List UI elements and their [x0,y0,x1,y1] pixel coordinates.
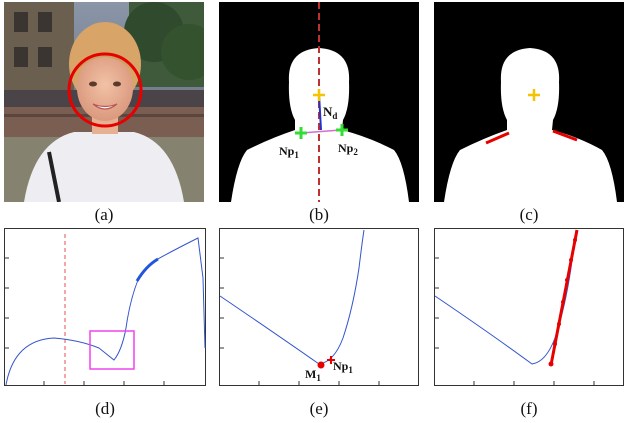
caption-b: (b) [309,205,329,224]
caption-e: (e) [309,399,329,418]
silhouette-panel-b: Nd Np1 Np2 [219,2,419,202]
highlighted-segment [135,257,159,282]
centroid-marker-yellow [313,89,325,101]
profile-plot-d [4,228,206,386]
label-nd: Nd [323,104,337,121]
zoom-plot-e: M1 Np1 [219,228,419,386]
zoom-curve [219,229,365,365]
point-m1 [317,361,325,369]
photo-panel-a [4,2,204,202]
fitted-points [548,238,577,367]
caption-d: (d) [95,399,115,418]
label-np2: Np2 [338,141,358,157]
caption-f: (f) [520,399,538,418]
label-m1: M1 [305,367,321,383]
caption-c: (c) [519,205,539,224]
neck-point-2-marker [336,124,348,136]
label-np1-e: Np1 [333,359,353,375]
centroid-marker-yellow [528,89,540,101]
fit-plot-f [434,228,624,386]
face-detection-circle [67,52,143,128]
label-np1: Np1 [279,144,299,160]
caption-a: (a) [94,205,114,224]
silhouette-panel-c [434,2,624,202]
shoulder-line-right [552,129,578,142]
point-np1 [327,356,335,364]
neck-width-line [300,129,342,134]
roi-box [89,330,135,370]
neck-point-1-marker [295,127,307,139]
shoulder-line-left [485,131,510,145]
